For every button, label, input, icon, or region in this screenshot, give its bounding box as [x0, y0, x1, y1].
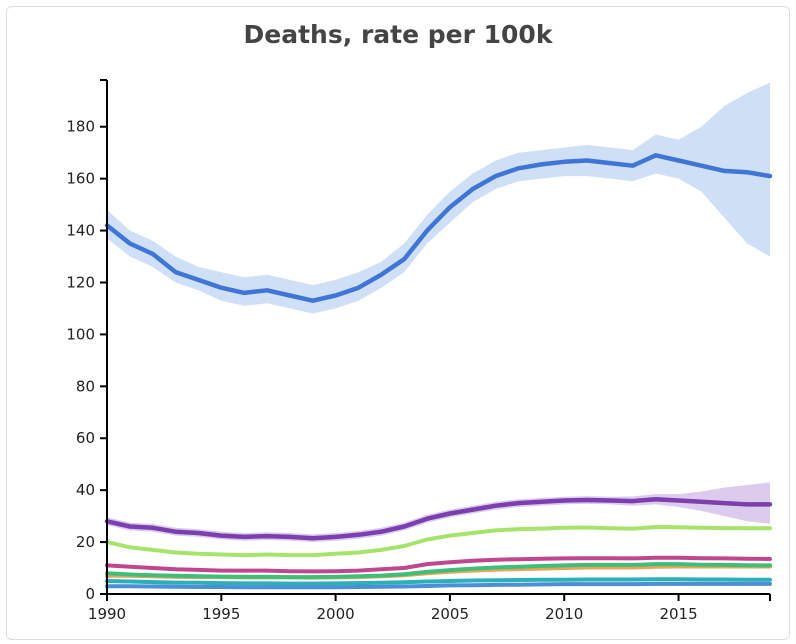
y-tick-label: 140 [66, 222, 95, 240]
series-line-7 [105, 577, 772, 586]
confidence-band-2 [107, 482, 770, 543]
series-line-1 [104, 153, 773, 303]
chart-title: Deaths, rate per 100k [243, 20, 553, 49]
y-tick-label: 40 [76, 481, 95, 499]
y-tick-label: 160 [66, 170, 95, 188]
axes: 0 20 40 60 80 100 120 140 160 180 1990 1995 2000 2005… [66, 79, 771, 623]
x-tick-label: 2010 [545, 605, 583, 623]
x-tick-label: 2000 [317, 605, 355, 623]
x-tick-label: 1990 [88, 605, 126, 623]
series-line-8 [105, 581, 772, 590]
series-line-4 [105, 555, 772, 574]
y-tick-label: 100 [66, 325, 95, 343]
y-tick-label: 80 [76, 377, 95, 395]
series-line-2 [104, 496, 773, 541]
chart-card [6, 6, 790, 640]
series-line-3 [105, 525, 772, 558]
series-lines [104, 153, 773, 590]
y-tick-label: 120 [66, 273, 95, 291]
y-tick-label: 180 [66, 118, 95, 136]
confidence-band-1 [107, 82, 770, 314]
y-tick-label: 20 [76, 533, 95, 551]
confidence-bands [107, 82, 770, 543]
y-tick-label: 0 [85, 585, 95, 603]
x-tick-label: 2015 [659, 605, 697, 623]
y-tick-label: 60 [76, 429, 95, 447]
series-line-6 [105, 562, 772, 580]
x-tick-label: 1995 [202, 605, 240, 623]
x-tick-label: 2005 [431, 605, 469, 623]
